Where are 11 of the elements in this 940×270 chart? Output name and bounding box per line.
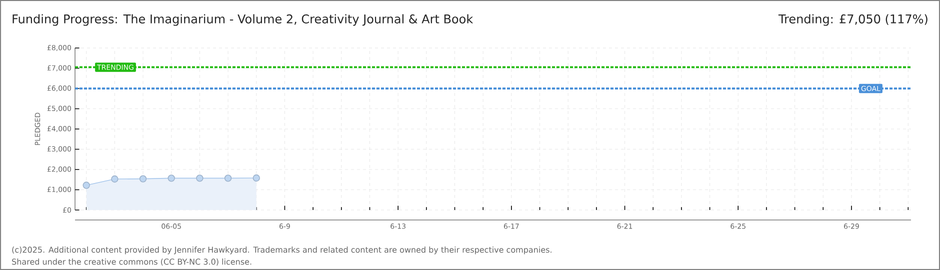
point <box>252 174 260 182</box>
text: Shared under the creative commons (CC BY-NC 3.0) license. <box>12 258 252 266</box>
point <box>196 174 204 182</box>
chart-subtitle: Trending: £7,050 (117%) <box>778 14 928 26</box>
point <box>168 174 175 182</box>
point <box>139 175 147 182</box>
point <box>82 182 90 189</box>
chart-title: Funding Progress: The Imaginarium - Volume 2, Creativity Journal & Art Book <box>12 14 474 26</box>
point <box>111 175 118 183</box>
text: (c)2025. Additional content provided by Jennifer Hawkyard. Trademarks and related content are owned by their respective companies. <box>12 246 552 254</box>
point <box>224 174 232 182</box>
